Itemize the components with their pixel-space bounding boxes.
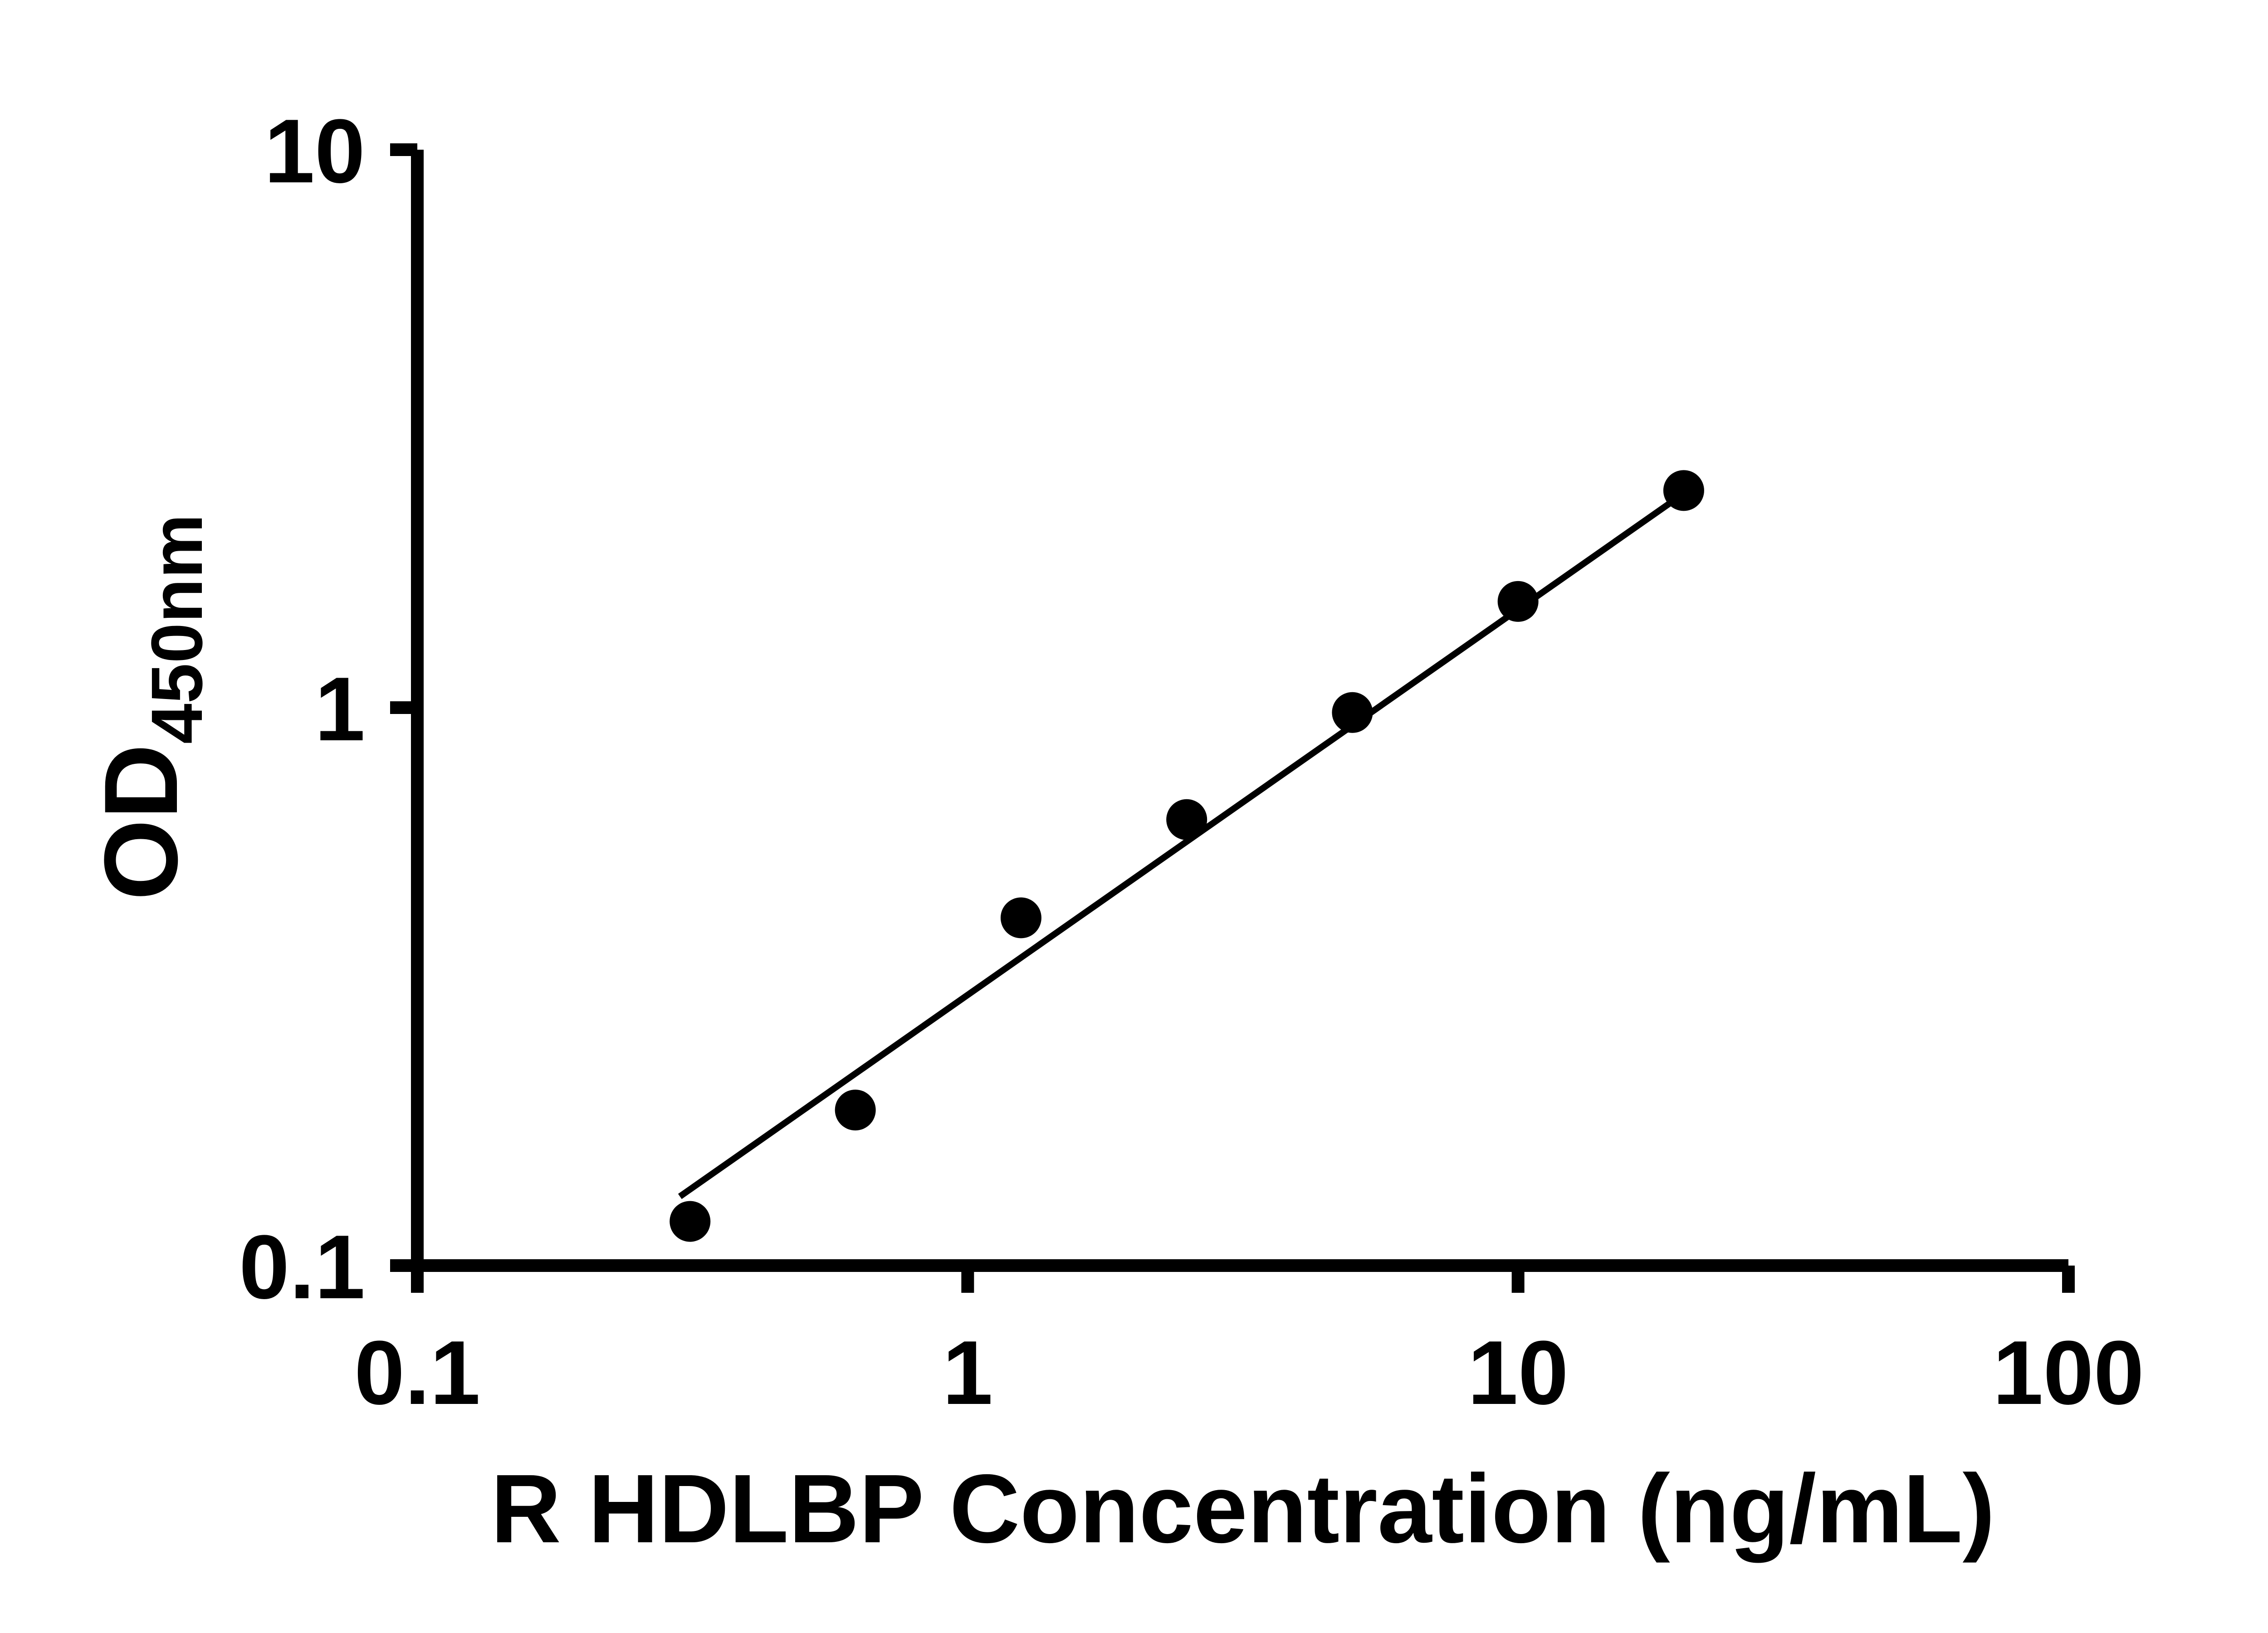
data-point xyxy=(1000,897,1041,939)
x-axis-title: R HDLBP Concentration (ng/mL) xyxy=(491,1454,1995,1563)
y-tick-label: 0.1 xyxy=(239,1217,365,1318)
y-axis-title-main: OD xyxy=(83,744,199,900)
data-point xyxy=(1663,470,1704,511)
y-axis-title: OD450nm xyxy=(83,514,217,900)
x-tick-label: 10 xyxy=(1467,1322,1568,1423)
data-point xyxy=(670,1201,711,1242)
axis-spine xyxy=(411,150,2068,1272)
axis-ticks xyxy=(390,143,2075,1293)
x-tick-label: 1 xyxy=(943,1322,993,1423)
data-point xyxy=(1332,692,1373,733)
x-tick-label: 100 xyxy=(1993,1322,2144,1423)
y-axis-title-subscript: 450nm xyxy=(136,514,217,744)
x-tick-label: 0.1 xyxy=(354,1322,480,1423)
y-tick-label: 10 xyxy=(264,101,365,202)
data-point xyxy=(1497,581,1539,622)
data-points xyxy=(670,470,1704,1242)
data-point xyxy=(1166,799,1207,840)
axis-tick-labels: 0.1 1 10 100 0.1 1 10 xyxy=(239,101,2144,1423)
y-tick-label: 1 xyxy=(315,659,365,760)
axes xyxy=(411,150,2068,1272)
data-point xyxy=(835,1090,876,1131)
